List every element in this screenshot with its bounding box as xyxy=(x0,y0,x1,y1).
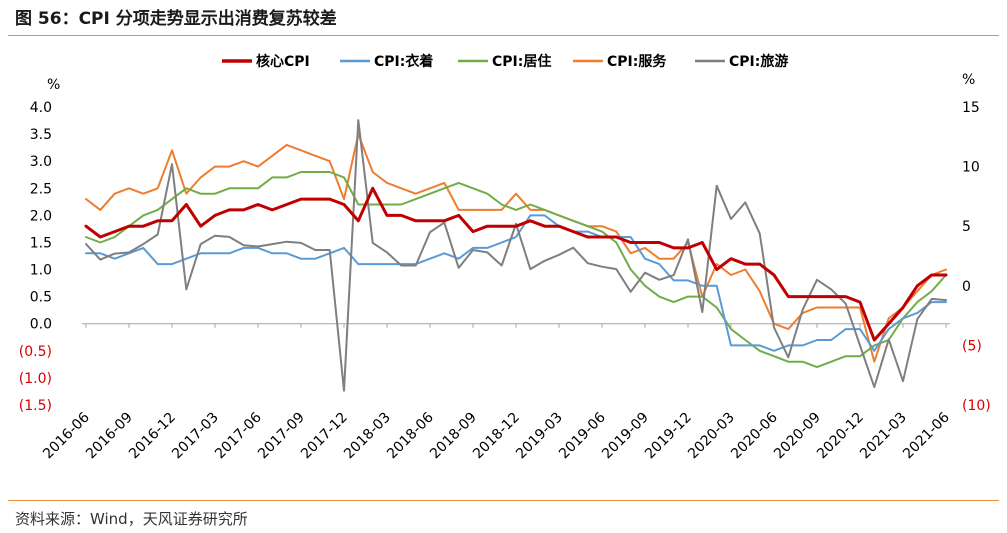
title-divider xyxy=(8,35,999,36)
legend-label: CPI:服务 xyxy=(607,53,667,70)
series-lines xyxy=(84,119,948,392)
legend-label: 核心CPI xyxy=(256,53,310,70)
x-tick-label: 2021-03 xyxy=(857,410,910,463)
x-tick-label: 2019-06 xyxy=(556,409,609,462)
left-tick-label: 0.0 xyxy=(30,317,52,333)
x-tick-label: 2018-09 xyxy=(427,410,480,463)
left-axis: 4.0 3.5 3.0 2.5 2.0 1.5 1.0 0.5 0.0 (0.5) (1.0) (1.… xyxy=(19,100,52,414)
x-tick-label: 2019-09 xyxy=(599,410,652,463)
x-tick-label: 2020-12 xyxy=(814,410,867,463)
left-tick-label: 3.5 xyxy=(30,127,52,143)
right-tick-label: 15 xyxy=(962,100,980,116)
footer-divider xyxy=(8,500,999,501)
x-tick-label: 2017-06 xyxy=(212,409,265,462)
left-tick-label: 2.5 xyxy=(30,181,52,197)
line-chart: 核心CPI CPI:衣着 CPI:居住 CPI:服务 CPI:旅游 % % 4.0 3.5… xyxy=(19,53,991,463)
right-tick-label: 5 xyxy=(962,219,971,235)
chart-title: 图 56：CPI 分项走势显示出消费复苏较差 xyxy=(15,9,337,29)
left-tick-label: 0.5 xyxy=(30,290,52,306)
chart-legend: 核心CPI CPI:衣着 CPI:居住 CPI:服务 CPI:旅游 xyxy=(222,53,788,70)
x-tick-label: 2020-06 xyxy=(728,409,781,462)
left-tick-label: (1.0) xyxy=(19,371,52,387)
x-tick-label: 2016-12 xyxy=(126,410,179,463)
left-axis-unit: % xyxy=(47,77,60,93)
right-tick-label: (10) xyxy=(962,398,991,414)
x-tick-label: 2018-06 xyxy=(384,409,437,462)
right-tick-label: 10 xyxy=(962,160,980,176)
x-tick-label: 2017-03 xyxy=(169,410,222,463)
x-tick-label: 2020-09 xyxy=(771,410,824,463)
x-tick-label: 2017-12 xyxy=(298,410,351,463)
x-tick-label: 2016-09 xyxy=(83,410,136,463)
x-tick-label: 2016-06 xyxy=(40,409,93,462)
legend-label: CPI:旅游 xyxy=(729,53,788,70)
left-tick-label: (1.5) xyxy=(19,398,52,414)
x-tick-label: 2018-12 xyxy=(470,410,523,463)
series-line-5 xyxy=(85,119,947,392)
right-axis-unit: % xyxy=(962,72,975,88)
legend-label: CPI:居住 xyxy=(492,53,551,70)
left-tick-label: 1.5 xyxy=(30,235,52,251)
x-tick-label: 2021-06 xyxy=(900,409,953,462)
series-line-3 xyxy=(85,171,947,369)
right-axis: 15 10 5 0 (5) (10) xyxy=(962,100,991,414)
x-tick-label: 2019-03 xyxy=(513,410,566,463)
series-line-2 xyxy=(85,214,947,352)
x-tick-label: 2020-03 xyxy=(685,410,738,463)
left-tick-label: 3.0 xyxy=(30,154,52,170)
x-axis: 2016-062016-092016-122017-032017-062017-… xyxy=(40,323,953,463)
right-tick-label: (5) xyxy=(962,338,982,354)
legend-label: CPI:衣着 xyxy=(374,53,433,70)
x-tick-label: 2017-09 xyxy=(255,410,308,463)
x-tick-label: 2018-03 xyxy=(341,410,394,463)
source-note: 资料来源：Wind，天风证券研究所 xyxy=(15,510,248,528)
x-tick-label: 2019-12 xyxy=(642,410,695,463)
left-tick-label: 4.0 xyxy=(30,100,52,116)
left-tick-label: (0.5) xyxy=(19,344,52,360)
series-line-1 xyxy=(84,186,948,342)
left-tick-label: 2.0 xyxy=(30,208,52,224)
right-tick-label: 0 xyxy=(962,279,971,295)
left-tick-label: 1.0 xyxy=(30,263,52,279)
